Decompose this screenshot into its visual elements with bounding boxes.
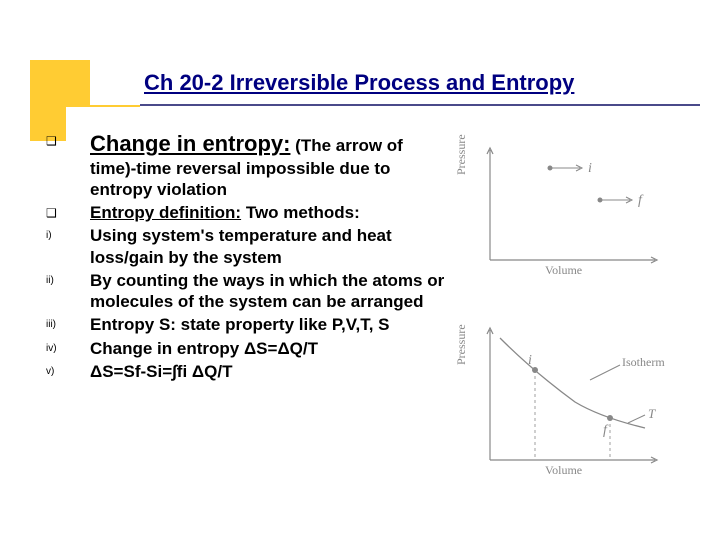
page-title: Ch 20-2 Irreversible Process and Entropy	[144, 70, 574, 96]
ylabel-bottom: Pressure	[454, 324, 469, 365]
bullet-list: ❑Change in entropy: (The arrow of time)-…	[46, 130, 446, 384]
bullet-row: ❑Change in entropy: (The arrow of time)-…	[46, 130, 446, 200]
bullet-row: iii)Entropy S: state property like P,V,T…	[46, 314, 446, 335]
title-rule	[140, 104, 700, 106]
bullet-marker: iii)	[46, 314, 90, 332]
svg-text:i: i	[528, 353, 532, 368]
bullet-row: iv)Change in entropy ΔS=ΔQ/T	[46, 338, 446, 359]
bullet-marker: ❑	[46, 130, 90, 149]
bullet-text: Change in entropy ΔS=ΔQ/T	[90, 338, 446, 359]
bullet-row: ii)By counting the ways in which the ato…	[46, 270, 446, 313]
xlabel-bottom: Volume	[545, 463, 582, 478]
svg-text:Isotherm: Isotherm	[622, 355, 665, 369]
xlabel-top: Volume	[545, 263, 582, 278]
bullet-marker: i)	[46, 225, 90, 243]
bullet-text: Entropy S: state property like P,V,T, S	[90, 314, 446, 335]
bullet-text: ΔS=Sf-Si=∫fi ΔQ/T	[90, 361, 446, 382]
bullet-marker: ❑	[46, 202, 90, 221]
ylabel-top: Pressure	[454, 134, 469, 175]
svg-text:f: f	[603, 423, 609, 438]
svg-text:f: f	[638, 193, 644, 208]
bullet-row: ❑Entropy definition: Two methods:	[46, 202, 446, 223]
bullet-text: Change in entropy: (The arrow of time)-t…	[90, 130, 446, 200]
bullet-text: By counting the ways in which the atoms …	[90, 270, 446, 313]
bullet-marker: iv)	[46, 338, 90, 356]
title-rule-accent	[30, 105, 140, 107]
bullet-text: Entropy definition: Two methods:	[90, 202, 446, 223]
bullet-marker: ii)	[46, 270, 90, 288]
pv-diagram-bottom: i f Isotherm T Pressure Volume	[460, 310, 675, 480]
bullet-row: i)Using system's temperature and heat lo…	[46, 225, 446, 268]
pv-diagram-top: i f Pressure Volume	[460, 130, 675, 280]
bullet-row: v)ΔS=Sf-Si=∫fi ΔQ/T	[46, 361, 446, 382]
svg-text:i: i	[588, 161, 592, 176]
bullet-marker: v)	[46, 361, 90, 379]
svg-text:T: T	[648, 406, 656, 421]
accent-block-1	[30, 60, 90, 105]
bullet-text: Using system's temperature and heat loss…	[90, 225, 446, 268]
